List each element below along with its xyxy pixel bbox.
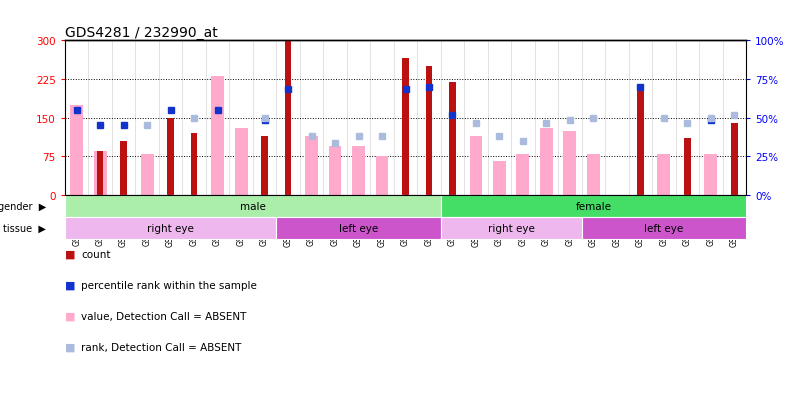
Bar — [440, 218, 581, 240]
Bar — [97, 152, 104, 195]
Bar — [658, 154, 671, 195]
Bar — [402, 59, 409, 195]
Bar — [705, 154, 718, 195]
Bar — [261, 136, 268, 195]
Text: left eye: left eye — [644, 223, 684, 233]
Bar — [426, 67, 432, 195]
Bar — [352, 147, 365, 195]
Text: ■: ■ — [65, 342, 75, 352]
Bar — [517, 154, 530, 195]
Bar — [449, 83, 456, 195]
Bar — [493, 162, 506, 195]
Bar — [305, 136, 318, 195]
Bar — [684, 139, 691, 195]
Text: female: female — [576, 202, 611, 211]
Bar — [375, 157, 388, 195]
Text: percentile rank within the sample: percentile rank within the sample — [81, 280, 257, 290]
Bar — [277, 218, 440, 240]
Text: rank, Detection Call = ABSENT: rank, Detection Call = ABSENT — [81, 342, 242, 352]
Text: male: male — [240, 202, 266, 211]
Bar — [120, 142, 127, 195]
Text: GDS4281 / 232990_at: GDS4281 / 232990_at — [65, 26, 217, 40]
Text: ■: ■ — [65, 311, 75, 321]
Text: ■: ■ — [65, 249, 75, 259]
Bar — [234, 129, 247, 195]
Text: value, Detection Call = ABSENT: value, Detection Call = ABSENT — [81, 311, 247, 321]
Text: ■: ■ — [65, 280, 75, 290]
Bar — [167, 119, 174, 195]
Bar — [211, 77, 224, 195]
Bar — [93, 152, 106, 195]
Text: gender  ▶: gender ▶ — [0, 202, 46, 211]
Text: tissue  ▶: tissue ▶ — [3, 223, 46, 233]
Text: right eye: right eye — [147, 223, 194, 233]
Bar — [637, 90, 644, 195]
Text: left eye: left eye — [339, 223, 378, 233]
Bar — [540, 129, 553, 195]
Bar — [564, 131, 577, 195]
Bar — [731, 123, 738, 195]
Text: right eye: right eye — [487, 223, 534, 233]
Bar — [587, 154, 600, 195]
Bar — [191, 134, 197, 195]
Bar — [470, 136, 483, 195]
Bar — [65, 218, 277, 240]
Bar — [328, 147, 341, 195]
Text: count: count — [81, 249, 110, 259]
Bar — [285, 41, 291, 195]
Bar — [65, 195, 440, 218]
Bar — [440, 195, 746, 218]
Bar — [140, 154, 153, 195]
Bar — [71, 106, 83, 195]
Bar — [581, 218, 746, 240]
